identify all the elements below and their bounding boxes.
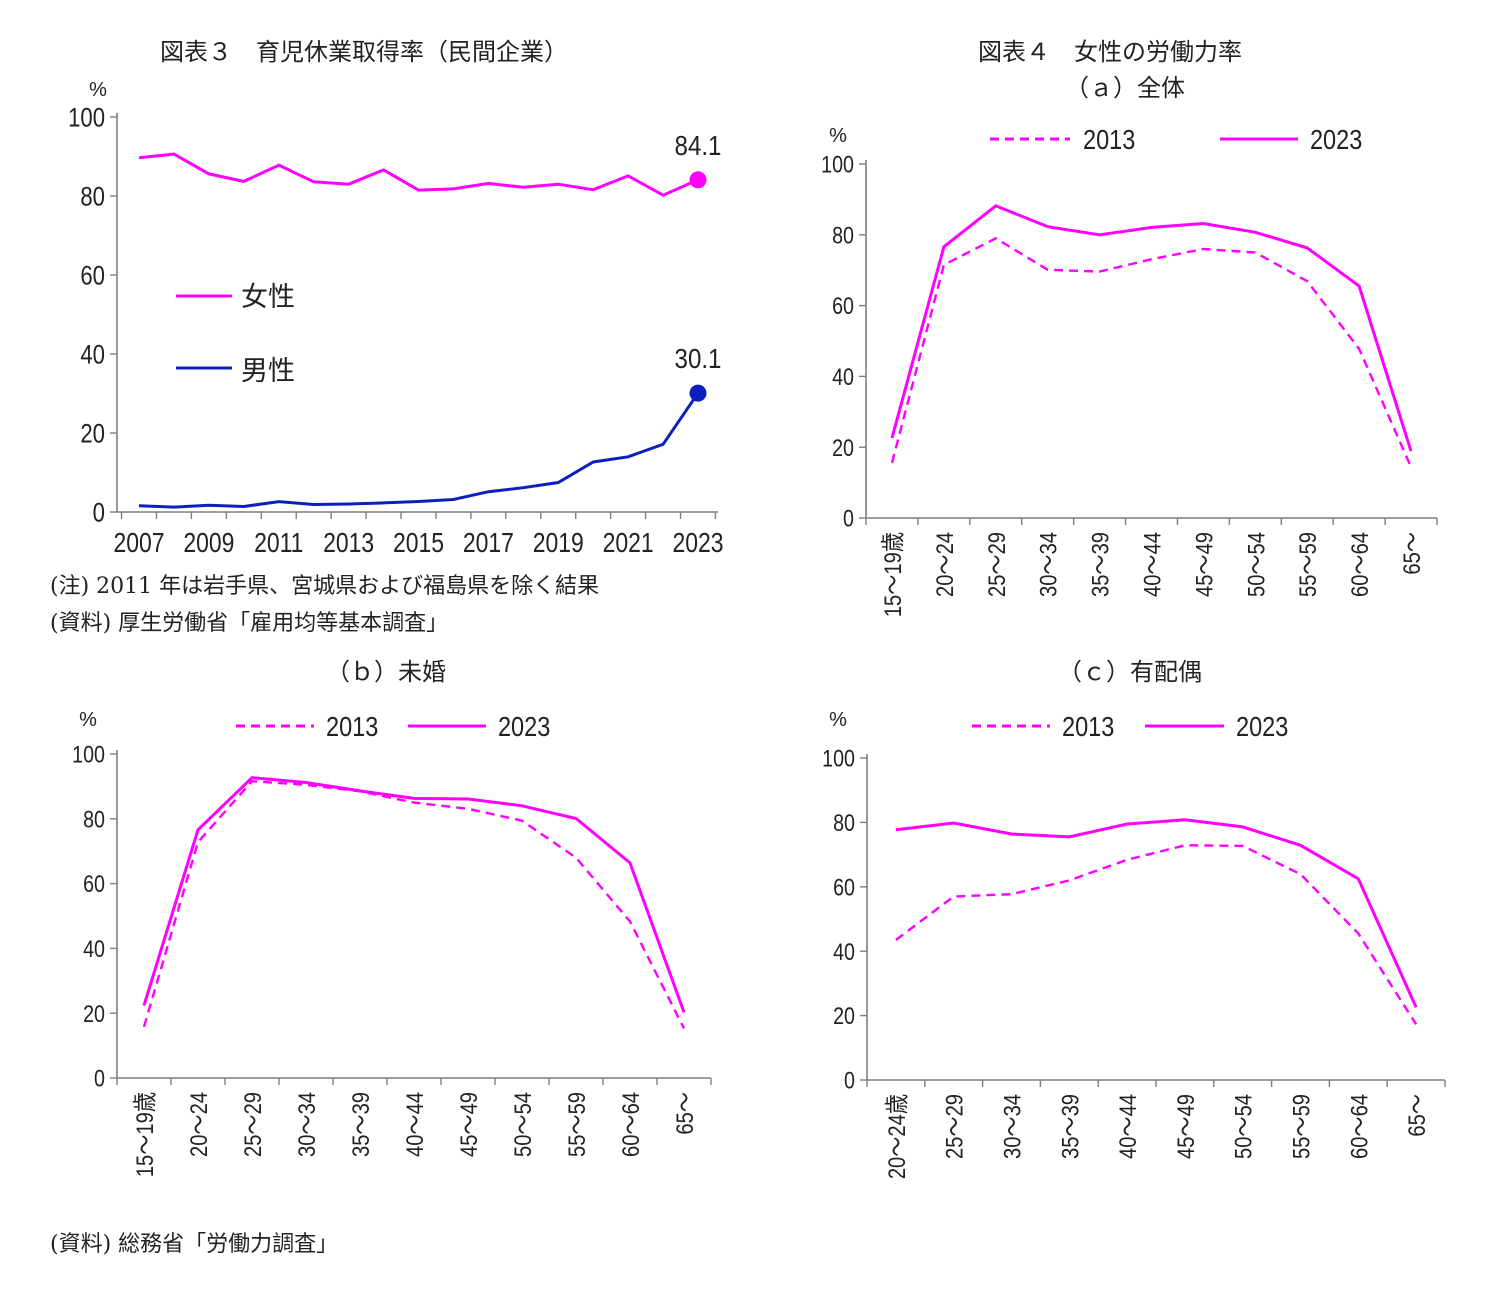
fig3-x-tick-label: 2009 — [183, 528, 234, 559]
fig4b-subtitle: （ｂ）未婚 — [326, 658, 446, 686]
fig4b-x-tick-label: 15～19歳 — [131, 1092, 158, 1177]
fig4a-series-1-line — [890, 204, 1413, 452]
fig4c-legend-1-label: 2023 — [1236, 712, 1288, 742]
fig4a-x-tick-label: 20～24 — [931, 532, 958, 597]
fig4c-y-tick-label: 0 — [844, 1067, 855, 1094]
fig4b-x-tick-label: 30～34 — [293, 1092, 320, 1157]
fig4c-series-0-line — [895, 844, 1418, 1025]
fig3-y-tick-label: 80 — [80, 183, 105, 213]
fig4b-x-tick-label: 35～39 — [347, 1092, 374, 1157]
fig4a-x-tick-label: 35～39 — [1087, 532, 1114, 597]
fig4c-y-tick-label: 60 — [833, 874, 855, 901]
fig3-note: (注) 2011 年は岩手県、宮城県および福島県を除く結果 — [50, 574, 600, 599]
fig4a-y-tick-label: 100 — [821, 151, 854, 178]
fig3-y-tick-label: 0 — [93, 499, 105, 529]
fig4a-legend-0-label: 2013 — [1083, 125, 1135, 155]
fig3-x-tick-label: 2007 — [113, 528, 164, 559]
fig4b-series-1-line — [142, 776, 686, 1013]
fig4a-y-unit: % — [829, 125, 847, 147]
fig4a-y-tick-label: 0 — [843, 505, 854, 532]
fig3-x-tick-label: 2023 — [672, 528, 723, 559]
fig4c-legend-0-label: 2013 — [1062, 712, 1114, 742]
fig3-series-1-data-label: 30.1 — [675, 342, 722, 374]
fig4b-x-tick-label: 60～64 — [617, 1092, 644, 1157]
fig4c-y-unit: % — [829, 709, 847, 731]
fig4c-x-tick-label: 20～24歳 — [883, 1094, 910, 1179]
fig4a-x-tick-label: 65～ — [1398, 532, 1425, 575]
fig4b-legend-0-label: 2013 — [326, 712, 378, 742]
fig4c-x-tick-label: 45～49 — [1172, 1094, 1199, 1159]
fig3-x-tick-label: 2011 — [254, 528, 303, 559]
fig4c-x-tick-label: 65～ — [1403, 1094, 1430, 1137]
fig4b-y-tick-label: 40 — [83, 935, 105, 962]
fig3-y-tick-label: 100 — [68, 104, 105, 134]
fig4c-x-tick-label: 60～64 — [1346, 1094, 1373, 1159]
fig4b-y-tick-label: 0 — [94, 1065, 105, 1092]
fig3-series-0-data-label: 84.1 — [675, 129, 722, 161]
fig3-y-tick-label: 40 — [80, 341, 105, 371]
fig4b-x-tick-label: 25～29 — [239, 1092, 266, 1157]
fig4a-subtitle: （ａ）全体 — [1065, 74, 1185, 102]
fig4b-series-0-line — [142, 779, 686, 1029]
fig4b-y-tick-label: 100 — [72, 741, 105, 768]
fig3-series-0-line — [138, 152, 699, 197]
fig4c-y-tick-label: 80 — [833, 809, 855, 836]
fig4c-x-tick-label: 50～54 — [1230, 1094, 1257, 1159]
fig4a-y-tick-label: 60 — [832, 292, 854, 319]
fig3-x-tick-label: 2017 — [463, 528, 514, 559]
fig3-x-tick-label: 2013 — [323, 528, 374, 559]
fig4a-x-tick-label: 30～34 — [1035, 532, 1062, 597]
fig4c-series-1-line — [895, 818, 1418, 1008]
fig4b-x-tick-label: 45～49 — [455, 1092, 482, 1157]
fig4c-y-tick-label: 100 — [822, 745, 855, 772]
fig4c-x-tick-label: 30～34 — [999, 1094, 1026, 1159]
fig4b-x-tick-label: 55～59 — [563, 1092, 590, 1157]
fig3-x-tick-label: 2015 — [393, 528, 444, 559]
fig3-y-unit: % — [89, 79, 107, 101]
fig4a-legend-1-label: 2023 — [1310, 125, 1362, 155]
fig4c-x-tick-label: 25～29 — [941, 1094, 968, 1159]
fig4c-y-tick-label: 40 — [833, 938, 855, 965]
fig4-source: (資料) 総務省「労働力調査」 — [50, 1232, 339, 1257]
fig4-title: 図表４ 女性の労働力率 — [978, 38, 1242, 66]
fig4b-y-unit: % — [79, 709, 97, 731]
fig4b-legend-1-label: 2023 — [498, 712, 550, 742]
fig4c-x-tick-label: 40～44 — [1114, 1094, 1141, 1159]
fig4b-y-tick-label: 60 — [83, 870, 105, 897]
fig4a-x-tick-label: 45～49 — [1191, 532, 1218, 597]
fig3-x-tick-label: 2021 — [603, 528, 654, 559]
fig4c-y-tick-label: 20 — [833, 1002, 855, 1029]
fig4b-x-tick-label: 40～44 — [401, 1092, 428, 1157]
fig4a-y-tick-label: 80 — [832, 222, 854, 249]
fig4a-x-tick-label: 15～19歳 — [879, 532, 906, 617]
fig3-y-tick-label: 20 — [80, 420, 105, 450]
fig4a-x-tick-label: 25～29 — [983, 532, 1010, 597]
fig4a-x-tick-label: 60～64 — [1346, 532, 1373, 597]
fig4a-x-tick-label: 50～54 — [1243, 532, 1270, 597]
fig3-legend-0-label: 女性 — [241, 282, 295, 312]
fig4b-x-tick-label: 20～24 — [185, 1092, 212, 1157]
fig4b-x-tick-label: 50～54 — [509, 1092, 536, 1157]
fig3-y-tick-label: 60 — [80, 262, 105, 292]
fig4c-subtitle: （ｃ）有配偶 — [1058, 658, 1202, 686]
fig4b-y-tick-label: 20 — [83, 1000, 105, 1027]
fig4c-x-tick-label: 35～39 — [1057, 1094, 1084, 1159]
fig3-legend-1-label: 男性 — [241, 356, 295, 386]
fig3-source: (資料) 厚生労働省「雇用均等基本調査」 — [50, 611, 449, 636]
fig4b-y-tick-label: 80 — [83, 806, 105, 833]
fig4a-x-tick-label: 55～59 — [1295, 532, 1322, 597]
fig4a-series-0-line — [890, 236, 1413, 468]
fig4c-x-tick-label: 55～59 — [1288, 1094, 1315, 1159]
fig4a-y-tick-label: 20 — [832, 434, 854, 461]
fig3-title: 図表３ 育児休業取得率（民間企業） — [160, 38, 568, 66]
fig4a-x-tick-label: 40～44 — [1139, 532, 1166, 597]
fig4a-y-tick-label: 40 — [832, 363, 854, 390]
fig4b-x-tick-label: 65～ — [671, 1092, 698, 1135]
fig3-series-1-line — [138, 392, 700, 509]
fig3-x-tick-label: 2019 — [533, 528, 584, 559]
fig3-series-0-point — [689, 171, 707, 189]
fig3-series-1-point — [689, 384, 707, 402]
